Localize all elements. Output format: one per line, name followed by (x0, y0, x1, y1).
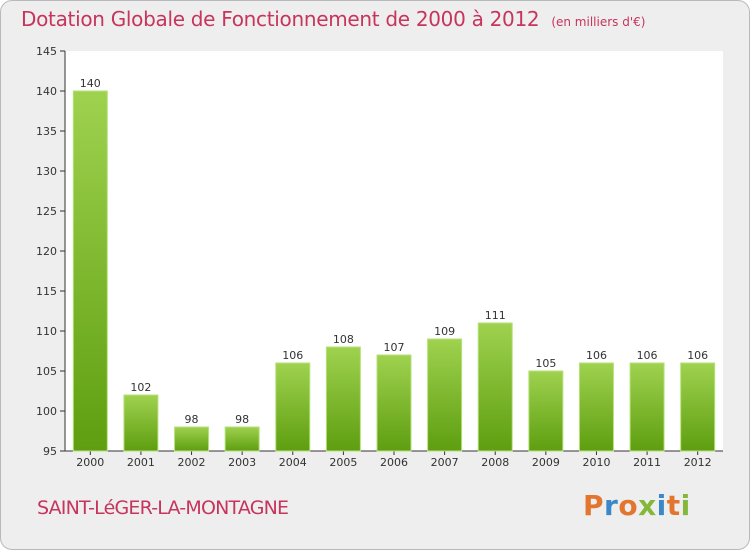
logo-letter: i (656, 489, 667, 522)
bar (72, 90, 108, 452)
bar (427, 338, 463, 452)
data-label: 109 (434, 325, 455, 338)
data-label: 98 (235, 413, 249, 426)
y-tick-label: 110 (36, 325, 57, 338)
chart-title: Dotation Globale de Fonctionnement de 20… (21, 7, 645, 31)
bar (224, 426, 260, 452)
x-tick-label: 2010 (582, 456, 610, 469)
y-tick-label: 130 (36, 165, 57, 178)
bar (528, 370, 564, 452)
y-tick-label: 115 (36, 285, 57, 298)
bar (123, 394, 159, 452)
bars (72, 90, 716, 452)
chart-title-text: Dotation Globale de Fonctionnement de 20… (21, 7, 540, 31)
x-axis: 2000 2001 2002 2003 2004 2005 2006 2007 2008 2009… (65, 450, 723, 469)
commune-name: SAINT-LéGER-LA-MONTAGNE (37, 497, 289, 519)
y-tick-label: 95 (43, 445, 57, 458)
logo-letter: x (638, 489, 657, 522)
data-label: 106 (586, 349, 607, 362)
x-tick-label: 2004 (279, 456, 307, 469)
y-tick-label: 140 (36, 85, 57, 98)
y-tick-label: 135 (36, 125, 57, 138)
logo-letter: i (680, 489, 691, 522)
data-label: 98 (185, 413, 199, 426)
x-tick-label: 2002 (178, 456, 206, 469)
data-labels: 140 102 98 98 106 108 107 109 111 105 106 106 106 (80, 77, 708, 426)
x-tick-label: 2005 (329, 456, 357, 469)
logo-letter: t (666, 489, 681, 522)
data-label: 108 (333, 333, 354, 346)
data-label: 102 (130, 381, 151, 394)
data-label: 106 (282, 349, 303, 362)
y-tick-label: 120 (36, 245, 57, 258)
y-tick-label: 125 (36, 205, 57, 218)
data-label: 111 (485, 309, 506, 322)
bar (680, 362, 716, 452)
y-tick-label: 145 (36, 45, 57, 58)
bar (325, 346, 361, 452)
x-tick-label: 2006 (380, 456, 408, 469)
x-tick-label: 2009 (532, 456, 560, 469)
x-tick-label: 2001 (127, 456, 155, 469)
data-label: 106 (687, 349, 708, 362)
data-label: 106 (637, 349, 658, 362)
y-tick-label: 100 (36, 405, 57, 418)
x-tick-label: 2003 (228, 456, 256, 469)
bar (629, 362, 665, 452)
x-tick-label: 2012 (684, 456, 712, 469)
y-axis: 95 100 105 110 115 120 125 130 135 140 145 (36, 45, 66, 458)
x-tick-label: 2007 (431, 456, 459, 469)
proxiti-logo[interactable]: Proxiti (583, 489, 691, 522)
x-tick-label: 2011 (633, 456, 661, 469)
data-label: 105 (535, 357, 556, 370)
bar (376, 354, 412, 452)
bar (477, 322, 513, 452)
x-tick-label: 2000 (76, 456, 104, 469)
data-label: 140 (80, 77, 101, 90)
chart-subtitle: (en milliers d'€) (551, 15, 646, 29)
logo-letter: r (604, 489, 619, 522)
bar (275, 362, 311, 452)
bar (174, 426, 210, 452)
x-tick-label: 2008 (481, 456, 509, 469)
data-label: 107 (384, 341, 405, 354)
y-tick-label: 105 (36, 365, 57, 378)
logo-letter: P (583, 489, 605, 522)
bar (578, 362, 614, 452)
logo-letter: o (618, 489, 639, 522)
